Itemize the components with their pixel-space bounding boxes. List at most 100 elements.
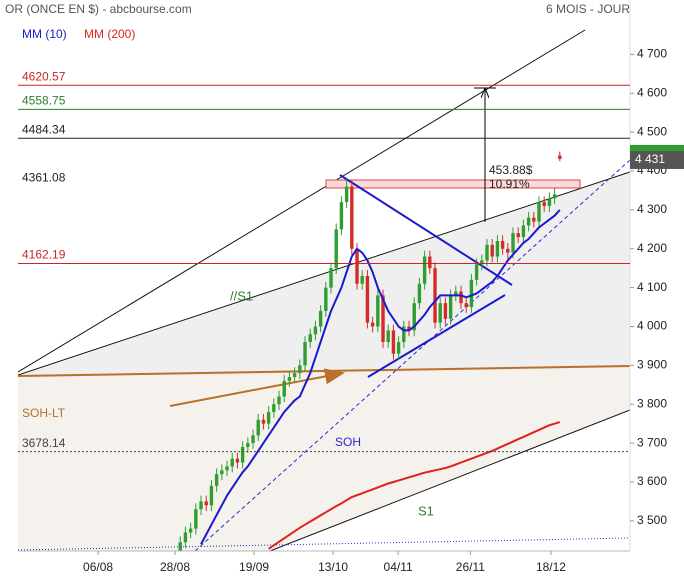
candle-body [464, 303, 468, 308]
y-tick-label: 3 500 [637, 513, 667, 527]
candle-body [480, 260, 484, 265]
last-price-label: 4 431 [635, 152, 665, 166]
candle-body [303, 342, 307, 366]
y-tick-label: 3 800 [637, 396, 667, 410]
y-tick-label: 3 600 [637, 474, 667, 488]
candle-body [183, 532, 188, 543]
candle-body [214, 474, 219, 486]
x-tick-label: 28/08 [160, 560, 190, 574]
candle-body [474, 264, 479, 280]
moving-average [200, 209, 561, 545]
candle-body [277, 396, 281, 405]
candle-body [422, 256, 427, 284]
x-tick-label: 06/08 [83, 560, 113, 574]
upper-channel-line [18, 29, 586, 373]
legend-entry: MM (10) [22, 27, 67, 41]
level-label: 4558.75 [22, 93, 66, 107]
candle-body [506, 248, 510, 253]
candle-body [428, 256, 432, 269]
candle-body [412, 303, 416, 331]
y-tick-label: 4 100 [637, 280, 667, 294]
candle-body [381, 295, 385, 343]
candle-body [178, 542, 182, 551]
annotation: 10.91% [489, 177, 530, 191]
candle-body [194, 509, 198, 529]
candle-body [469, 279, 474, 308]
candle-body [344, 186, 349, 203]
candle-body [350, 186, 354, 249]
candle-body [292, 373, 297, 378]
candle-body [391, 330, 396, 354]
annotation: SOH [335, 435, 361, 449]
candle-body [261, 419, 266, 424]
bottom-dotted-line [18, 537, 630, 551]
level-label: 4620.57 [22, 69, 66, 83]
candle-body [547, 198, 552, 207]
candle-body [339, 202, 344, 230]
y-tick-label: 4 300 [637, 202, 667, 216]
candle-body [448, 295, 453, 319]
candle-body [396, 342, 401, 354]
candle-body [552, 194, 557, 199]
candle-body [235, 458, 240, 463]
candle-body [199, 501, 203, 510]
candle-body [220, 470, 224, 475]
candle-body [485, 244, 489, 261]
candle-body [490, 244, 494, 257]
x-tick-label: 04/11 [384, 560, 413, 574]
candle-body [365, 275, 370, 323]
y-tick-label: 3 900 [637, 358, 667, 372]
candle-body [500, 240, 505, 249]
candle-body [495, 240, 500, 257]
x-tick-label: 26/11 [456, 560, 485, 574]
candle-body [526, 217, 531, 226]
candle-body [558, 155, 562, 159]
triangle-top [339, 174, 513, 286]
candle-body [298, 365, 302, 374]
candle-body [308, 334, 312, 343]
level-label: 4162.19 [22, 248, 66, 262]
candle-body [516, 233, 520, 238]
candle-body [313, 326, 318, 335]
candle-body [246, 443, 250, 447]
chart-title: OR (ONCE EN $) - abcbourse.com [5, 2, 192, 16]
y-tick-label: 4 700 [637, 47, 667, 61]
candle-body [386, 330, 390, 343]
legend-entry: MM (200) [84, 27, 135, 41]
candle-body [511, 233, 515, 253]
y-tick-label: 4 000 [637, 319, 667, 333]
candle-body [376, 295, 380, 327]
annotation: SOH-LT [22, 406, 66, 420]
candle-body [417, 283, 422, 304]
moving-average [268, 421, 561, 550]
candle-body [240, 446, 245, 463]
candle-body [204, 501, 208, 506]
candle-body [334, 229, 338, 269]
level-label: 4484.34 [22, 122, 66, 136]
candle-body [402, 326, 406, 343]
candle-body [459, 291, 463, 304]
candle-body [443, 303, 448, 319]
candle-body [521, 225, 526, 238]
candle-body [542, 202, 546, 207]
candle-body [272, 404, 276, 413]
candle-body [532, 217, 536, 222]
candle-body [287, 377, 292, 381]
annotation: 453.88$ [489, 163, 533, 177]
candle-body [251, 435, 255, 444]
candle-body [230, 458, 234, 467]
chart-subtitle: 6 MOIS - JOUR [546, 2, 630, 16]
brown-arrow [169, 368, 345, 407]
y-tick-label: 3 700 [637, 435, 667, 449]
last-price-flag [630, 144, 684, 151]
candle-body [188, 528, 193, 533]
s1-line [269, 409, 630, 551]
candle-body [433, 268, 437, 323]
candle-body [225, 466, 229, 471]
candle-body [282, 380, 286, 397]
resistance-box [325, 179, 581, 189]
candle-body [329, 268, 333, 288]
candle-body [438, 303, 442, 323]
